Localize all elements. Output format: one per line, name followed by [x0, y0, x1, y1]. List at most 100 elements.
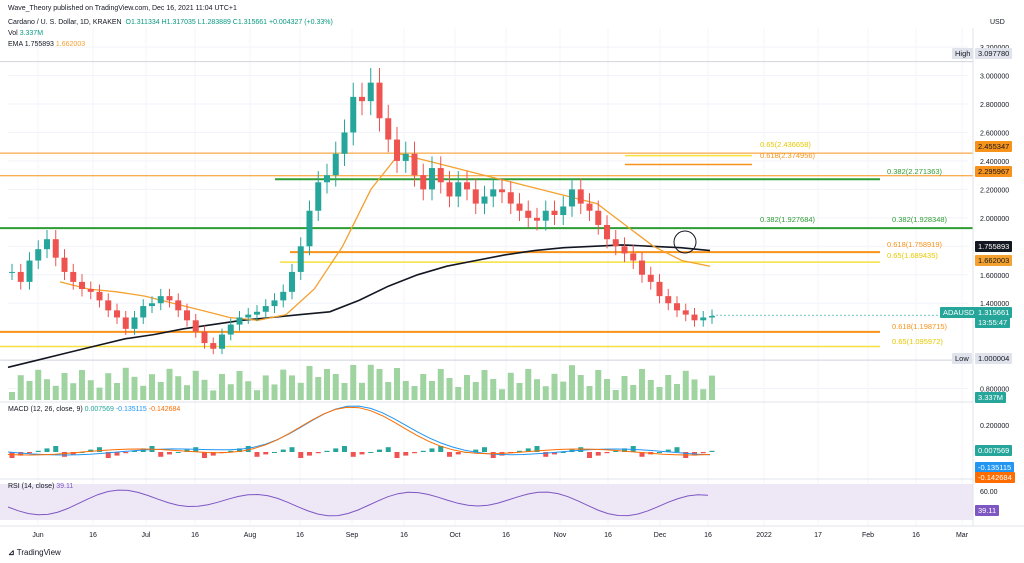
volume-bar: [612, 390, 619, 400]
candle-body: [35, 249, 42, 261]
macd-hist-value: 0.007569: [84, 406, 114, 413]
candle-body: [411, 153, 418, 176]
candle-body: [271, 300, 278, 307]
candle-body: [490, 189, 497, 197]
volume-bar: [481, 370, 488, 400]
macd-hist-bar: [123, 452, 129, 454]
volume-bar: [350, 365, 357, 400]
candle-body: [577, 189, 584, 204]
volume-bar: [306, 366, 313, 400]
volume-bar: [315, 377, 322, 400]
price-tick-label: 3.000000: [980, 74, 1009, 81]
fib-label-065-a: 0.65(1.689435): [887, 251, 938, 260]
rsi-tick-label: 60.00: [980, 489, 998, 496]
candle-body: [306, 210, 313, 247]
fib-label-0618-c: 0.618(2.374956): [760, 151, 816, 160]
time-tick-label: 16: [191, 532, 199, 539]
low-value: 1.000004: [975, 353, 1013, 364]
time-tick-label: Dec: [654, 532, 667, 539]
ohlc-values: O1.311334 H1.317035 L1.283889 C1.315661 …: [125, 19, 333, 26]
rsi-value: 39.11: [56, 483, 74, 490]
vol-legend: Vol 3.337M: [8, 30, 43, 37]
high-label: High: [952, 48, 974, 59]
symbol-title[interactable]: Cardano / U. S. Dollar, 1D, KRAKEN: [8, 19, 122, 26]
candle-body: [586, 203, 593, 211]
countdown-badge: 13:55:47: [975, 317, 1011, 328]
candle-body: [367, 82, 374, 102]
macd-title: MACD (12, 26, close, 9): [8, 406, 83, 413]
volume-bar: [17, 375, 24, 400]
macd-hist-bar: [595, 452, 601, 456]
volume-bar: [262, 375, 269, 400]
volume-bar: [700, 389, 707, 400]
volume-bar: [464, 375, 470, 400]
fib-label-0382-a: 0.382(2.271363): [887, 167, 943, 176]
macd-hist-bar: [105, 452, 111, 458]
volume-bar: [289, 375, 295, 400]
candle-body: [192, 320, 199, 332]
macd-hist-bar: [552, 452, 557, 455]
candle-body: [612, 239, 619, 247]
price-tick-label: 1.600000: [980, 273, 1009, 280]
volume-bar: [367, 364, 374, 400]
candle-body: [289, 271, 295, 292]
tv-icon: ⊿: [8, 548, 15, 557]
high-value: 3.097780: [975, 48, 1013, 59]
fib-label-065-c: 0.65(2.436658): [760, 140, 811, 149]
macd-signal-badge: -0.142684: [975, 472, 1015, 483]
volume-bar: [192, 370, 199, 400]
macd-hist-bar: [324, 450, 330, 452]
candle-body: [455, 182, 462, 197]
candle-body: [569, 189, 575, 207]
candle-body: [9, 271, 15, 273]
volume-bar: [210, 390, 217, 400]
macd-hist-bar: [18, 452, 24, 456]
volume-bar: [402, 381, 409, 400]
candle-body: [122, 317, 129, 329]
candle-body: [464, 182, 470, 190]
candle-body: [245, 314, 252, 318]
candle-body: [184, 310, 190, 321]
candle-body: [87, 289, 94, 292]
volume-bar: [516, 383, 523, 400]
volume-bar: [507, 372, 514, 400]
candle-body: [542, 210, 549, 221]
time-tick-label: 16: [400, 532, 408, 539]
macd-hist-bar: [245, 446, 251, 452]
candle-body: [157, 296, 164, 304]
volume-bar: [105, 373, 112, 400]
volume-bar: [455, 387, 462, 400]
volume-bar: [656, 387, 663, 400]
volume-bar: [560, 381, 567, 400]
volume-bar: [184, 385, 190, 400]
volume-bar: [429, 381, 435, 400]
price-tick-label: 2.200000: [980, 187, 1009, 194]
volume-bar: [499, 389, 505, 400]
macd-hist-bar: [272, 452, 277, 453]
rsi-line: [7, 489, 709, 517]
candle-body: [166, 296, 173, 301]
time-tick-label: 16: [296, 532, 304, 539]
macd-hist-bar: [420, 450, 426, 452]
candle-body: [429, 168, 435, 190]
macd-hist-bar: [525, 448, 531, 452]
macd-hist-bar: [665, 449, 671, 452]
candle-body: [332, 153, 339, 176]
candle-body: [481, 196, 488, 204]
volume-bar: [61, 373, 68, 400]
price-tick-label: 2.600000: [980, 130, 1009, 137]
candle-body: [621, 246, 628, 254]
candle-body: [315, 182, 322, 211]
macd-hist-bar: [27, 452, 32, 454]
volume-bar: [332, 374, 339, 400]
tradingview-logo[interactable]: ⊿ TradingView: [8, 548, 61, 557]
price-tick-label: 1.400000: [980, 301, 1009, 308]
price-tick-label: 2.800000: [980, 102, 1009, 109]
volume-bar: [9, 392, 15, 400]
macd-hist-bar: [560, 452, 566, 453]
candle-body: [70, 271, 77, 282]
candle-body: [359, 96, 365, 102]
volume-bar: [394, 368, 400, 400]
time-tick-label: Sep: [346, 532, 359, 539]
